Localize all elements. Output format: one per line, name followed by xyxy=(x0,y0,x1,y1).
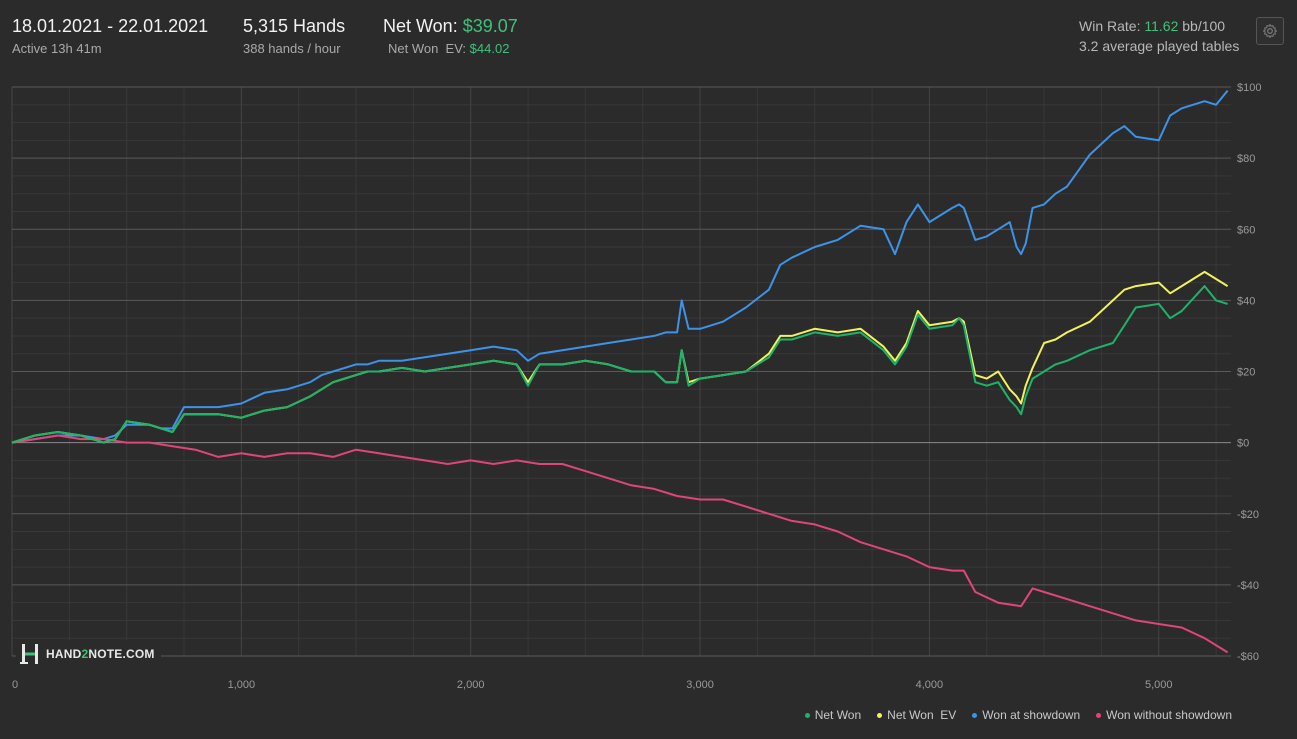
average-tables: 3.2 average played tables xyxy=(1079,38,1240,54)
y-tick-label: $60 xyxy=(1237,224,1255,236)
legend-item[interactable]: Net Won xyxy=(804,708,862,722)
y-tick-label: -$60 xyxy=(1237,651,1259,663)
logo-text-c: NOTE.COM xyxy=(88,647,155,661)
win-rate-unit: bb/100 xyxy=(1182,18,1226,34)
x-tick-label: 0 xyxy=(12,679,18,691)
net-won-ev: Net Won EV: $44.02 xyxy=(388,41,509,56)
series-line-won-at-showdown xyxy=(11,89,1229,444)
series-line-won-without-showdown xyxy=(11,434,1229,654)
legend-item[interactable]: Won at showdown xyxy=(972,708,1080,722)
axis-ticks: $100 $80 $60 $40 $20 $0 -$20 -$40 -$60 0 1,000 2,00… xyxy=(12,82,1261,691)
x-tick-label: 5,000 xyxy=(1145,679,1173,691)
hands-per-hour: 388 hands / hour xyxy=(243,41,341,56)
legend-item[interactable]: Net Won EV xyxy=(877,708,956,722)
win-rate-value: 11.62 xyxy=(1144,18,1179,34)
x-tick-label: 3,000 xyxy=(686,679,714,691)
logo-text-b: 2 xyxy=(81,647,89,661)
y-tick-label: $40 xyxy=(1237,295,1255,307)
legend-label: Won at showdown xyxy=(982,708,1081,722)
series-lines xyxy=(11,89,1229,654)
net-won: Net Won: $39.07 xyxy=(383,16,518,37)
grid-lines xyxy=(11,86,1231,657)
h-logo-icon xyxy=(20,644,38,664)
y-tick-label: $80 xyxy=(1237,153,1255,165)
hand2note-logo: HAND2NOTE.COM xyxy=(16,640,161,668)
y-tick-label: $0 xyxy=(1237,438,1249,450)
legend-dot-icon xyxy=(972,712,978,718)
legend-label: Won without showdown xyxy=(1106,708,1232,722)
x-tick-label: 2,000 xyxy=(457,679,485,691)
series-line-net-won xyxy=(11,285,1228,444)
legend-item[interactable]: Won without showdown xyxy=(1096,708,1232,722)
gear-icon-glyph xyxy=(1262,23,1278,39)
chart-legend: Net Won Net Won EV Won at showdown Won with… xyxy=(804,708,1232,722)
gear-icon[interactable] xyxy=(1256,17,1284,45)
date-range: 18.01.2021 - 22.01.2021 xyxy=(12,16,209,36)
y-tick-label: $100 xyxy=(1237,82,1261,94)
logo-text-a: HAND xyxy=(46,647,82,661)
legend-dot-icon xyxy=(804,712,810,718)
win-rate: Win Rate: 11.62 bb/100 xyxy=(1079,18,1225,34)
legend-dot-icon xyxy=(1096,712,1102,718)
hands-count: 5,315 Hands xyxy=(243,16,346,36)
x-tick-label: 4,000 xyxy=(916,679,944,691)
legend-label: Net Won xyxy=(814,708,862,722)
y-tick-label: -$40 xyxy=(1237,580,1259,592)
win-rate-label: Win Rate: xyxy=(1079,18,1141,34)
x-tick-label: 1,000 xyxy=(228,679,256,691)
series-line-net-won-ev xyxy=(11,270,1229,444)
legend-dot-icon xyxy=(877,712,883,718)
y-tick-label: -$20 xyxy=(1237,509,1259,521)
net-won-ev-value: $44.02 xyxy=(469,41,510,56)
logo-text: HAND2NOTE.COM xyxy=(46,647,155,661)
net-won-label: Net Won: xyxy=(383,16,458,36)
net-won-ev-label: Net Won EV: xyxy=(388,41,467,56)
y-tick-label: $20 xyxy=(1237,367,1255,379)
net-won-value: $39.07 xyxy=(462,16,518,36)
active-time: Active 13h 41m xyxy=(12,41,102,56)
legend-label: Net Won EV xyxy=(887,708,957,722)
